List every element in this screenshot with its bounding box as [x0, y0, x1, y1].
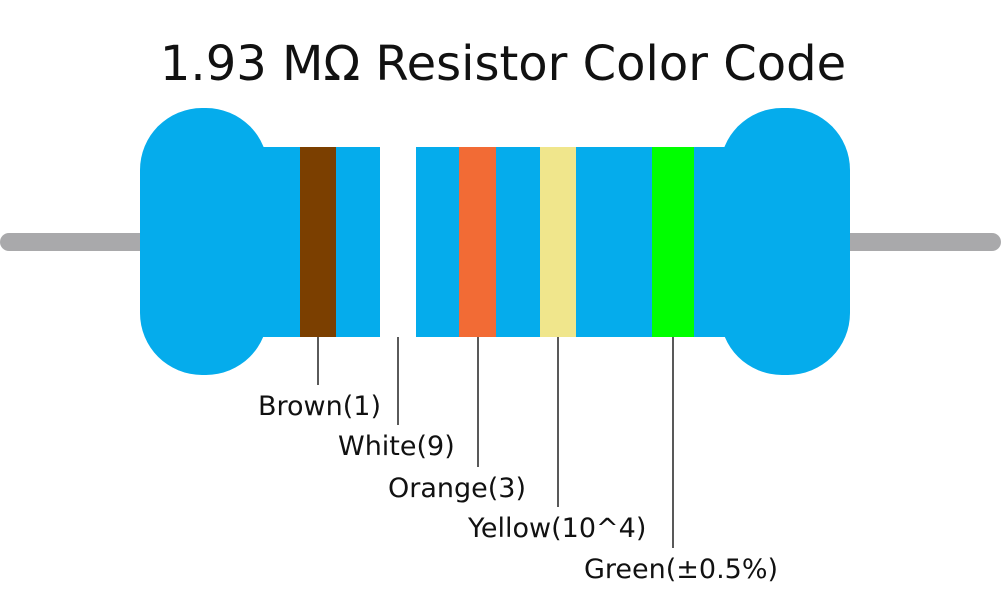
band-label: Green(±0.5%)	[584, 554, 778, 585]
band-green	[652, 147, 694, 337]
band-white	[380, 147, 416, 337]
band-label: White(9)	[338, 431, 455, 462]
right-cap	[720, 108, 850, 375]
band-brown	[300, 147, 336, 337]
left-cap	[140, 108, 268, 375]
band-orange	[459, 147, 496, 337]
band-label: Orange(3)	[388, 473, 526, 504]
band-label: Yellow(10^4)	[467, 513, 646, 544]
title: 1.93 MΩ Resistor Color Code	[160, 36, 846, 92]
band-label: Brown(1)	[258, 391, 381, 422]
band-yellow	[540, 147, 576, 337]
